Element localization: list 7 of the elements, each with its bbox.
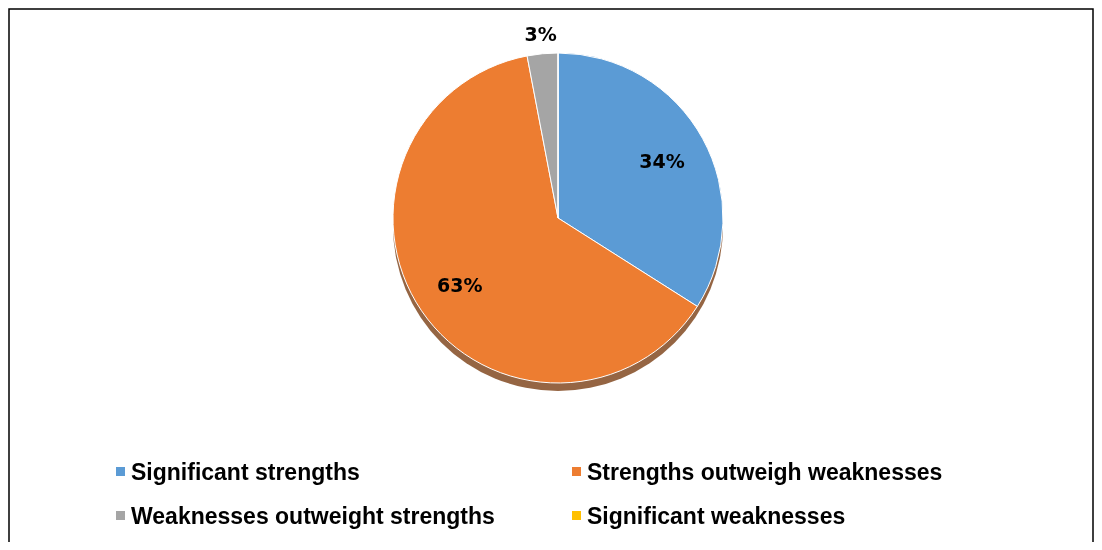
data-label: 63%: [437, 273, 483, 296]
legend-label: Weaknesses outweight strengths: [131, 503, 495, 529]
data-label: 3%: [524, 22, 557, 45]
legend-label: Significant strengths: [131, 459, 360, 485]
data-label: 34%: [639, 149, 685, 172]
legend-label: Strengths outweigh weaknesses: [587, 459, 943, 485]
legend-label: Significant weaknesses: [587, 503, 846, 529]
